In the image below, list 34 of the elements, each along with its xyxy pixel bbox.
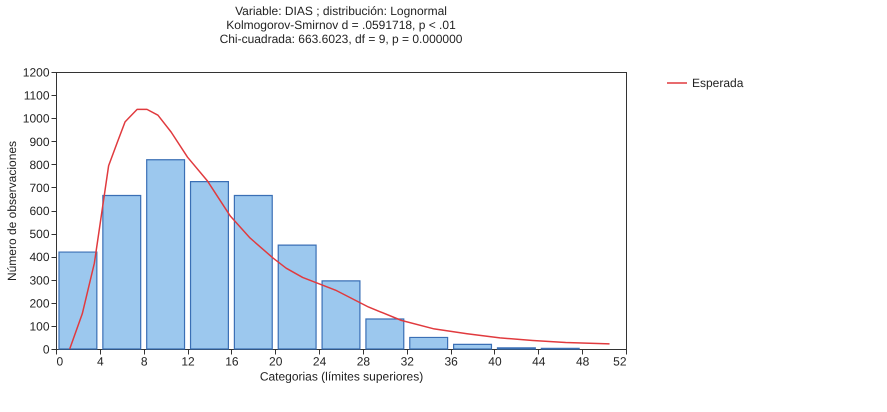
line-series bbox=[68, 108, 610, 350]
x-tick-label: 12 bbox=[181, 354, 196, 368]
y-tick-label: 800 bbox=[29, 158, 50, 172]
y-axis-title: Número de observaciones bbox=[4, 140, 19, 282]
y-tick-label: 400 bbox=[29, 250, 50, 264]
x-tick-label: 24 bbox=[312, 354, 327, 368]
x-tick-label: 20 bbox=[269, 354, 283, 368]
x-tick-label: 28 bbox=[356, 354, 370, 368]
y-tick-label: 200 bbox=[29, 296, 50, 310]
x-tick-label: 48 bbox=[576, 354, 590, 368]
y-tick-label: 100 bbox=[29, 319, 50, 334]
x-tick-label: 16 bbox=[225, 354, 239, 368]
x-tick-label: 0 bbox=[56, 354, 64, 368]
x-axis-title: Categorias (límites superiores) bbox=[260, 370, 424, 384]
x-tick-label: 8 bbox=[140, 354, 148, 368]
y-tick-label: 300 bbox=[29, 273, 50, 288]
y-tick-label: 900 bbox=[29, 134, 50, 149]
x-tick-label: 4 bbox=[97, 354, 104, 368]
text: Chi-cuadrada: 663.6023, df = 9, p = 0.000000 bbox=[220, 32, 462, 46]
x-tick-label: 32 bbox=[400, 354, 414, 368]
x-tick-label: 44 bbox=[532, 354, 546, 368]
y-tick-label: 500 bbox=[29, 227, 50, 242]
text: Variable: DIAS ; distribución: Lognormal bbox=[235, 4, 447, 18]
y-tick-label: 600 bbox=[29, 204, 50, 218]
y-tick-label: 1100 bbox=[24, 88, 50, 103]
x-tick-label: 36 bbox=[444, 354, 458, 368]
y-tick-label: 0 bbox=[42, 342, 50, 356]
legend-label: Esperada bbox=[692, 76, 744, 90]
x-tick-label: 40 bbox=[488, 354, 502, 368]
y-tick-label: 1000 bbox=[22, 112, 50, 126]
y-tick-label: 700 bbox=[29, 180, 50, 195]
y-tick-label: 1200 bbox=[22, 66, 50, 80]
x-tick-label: 52 bbox=[613, 354, 627, 368]
text: Kolmogorov-Smirnov d = .0591718, p < .01 bbox=[226, 18, 456, 32]
